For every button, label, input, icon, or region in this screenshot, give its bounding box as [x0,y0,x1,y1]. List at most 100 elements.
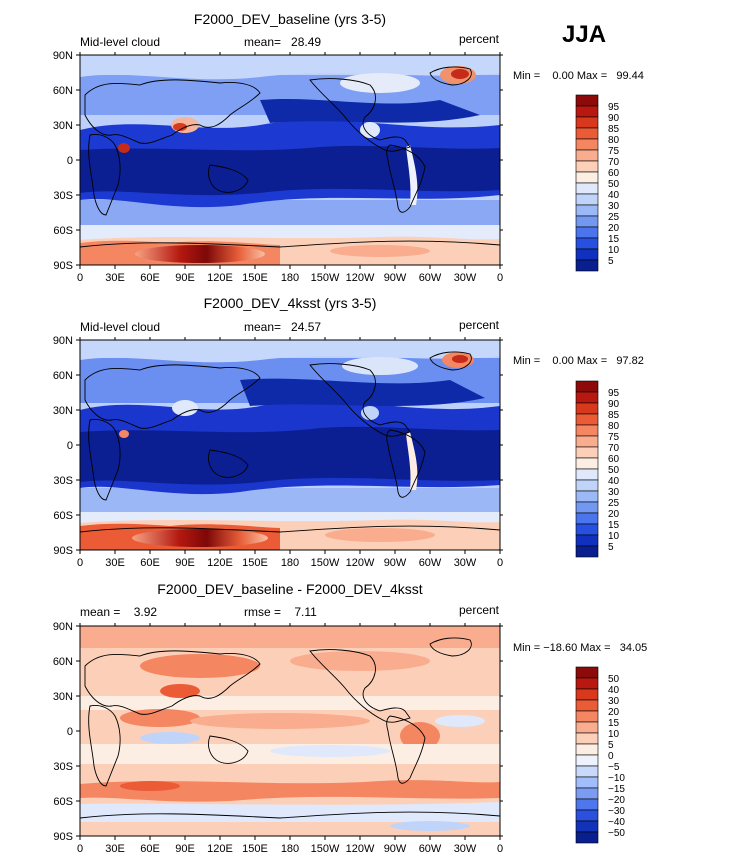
panel-3-x-tick-label: 150W [311,843,340,855]
panel-3-colorbar-label: −40 [608,817,625,828]
panel-3-x-tick-label: 0 [497,843,503,855]
panel-2-y-tick-label: 0 [67,440,73,452]
panel-1-colorbar-segment [575,259,599,272]
panel-3-x-tick-label: 60E [140,843,160,855]
panel-2-colorbar-segment [575,534,599,547]
panel-3-y-tick-label: 0 [67,726,73,738]
panel-3-colorbar-label: −15 [608,784,625,795]
panel-2-colorbar-segment [575,380,599,393]
panel-1-colorbar-segment [575,204,599,217]
panel-3-colorbar-segment [575,820,599,833]
panel-1-colorbar-segment [575,160,599,173]
panel-3-colorbar-segment [575,765,599,778]
panel-1-y-tick-label: 60S [53,225,73,237]
panel-1-title: F2000_DEV_baseline (yrs 3-5) [194,11,386,27]
panel-2-colorbar-label: 10 [608,531,620,542]
panel-1-x-tick-label: 120E [207,272,233,284]
panel-3-y-tick-label: 60S [53,796,73,808]
panel-1-y-tick-label: 0 [67,155,73,167]
panel-3-map [80,626,500,836]
season-label: JJA [562,21,606,48]
panel-2-y-tick-label: 90N [53,335,73,347]
panel-3-y-tick-label: 30S [53,761,73,773]
panel-2-colorbar-segment [575,512,599,525]
panel-2-colorbar-label: 80 [608,421,620,432]
panel-2-x-tick-label: 150E [242,557,268,569]
panel-1-x-tick-label: 120W [346,272,375,284]
panel-1-x-tick-label: 0 [497,272,503,284]
panel-3-mean: mean = 3.92 [80,605,157,619]
panel-3-colorbar-label: −50 [608,828,625,839]
panel-3-colorbar-segment [575,688,599,701]
panel-3-colorbar-label: −10 [608,773,625,784]
panel-1-colorbar-label: 70 [608,157,620,168]
panel-2-colorbar-segment [575,545,599,558]
panel-3-colorbar-segment [575,754,599,767]
panel-3-colorbar-segment [575,809,599,822]
panel-3-y-tick-label: 90N [53,621,73,633]
panel-1-colorbar-label: 5 [608,256,614,267]
panel-1-colorbar-label: 85 [608,124,620,135]
panel-3-colorbar-label: 40 [608,685,620,696]
panel-1-x-tick-label: 180 [281,272,299,284]
panel-2-colorbar-label: 60 [608,454,620,465]
panel-1-colorbar-segment [575,248,599,261]
panel-1-colorbar-label: 20 [608,223,620,234]
panel-2-x-tick-label: 180 [281,557,299,569]
panel-2-colorbar-label: 30 [608,487,620,498]
panel-1-units: percent [459,32,500,46]
panel-1-colorbar-segment [575,182,599,195]
panel-2-x-tick-label: 30E [105,557,125,569]
panel-3-y-tick-label: 90S [53,831,73,843]
panel-2-x-tick-label: 90W [384,557,407,569]
panel-2-y-tick-label: 30S [53,475,73,487]
panel-3-colorbar-segment [575,776,599,789]
panel-3-colorbar-segment [575,787,599,800]
panel-1-variable-label: Mid-level cloud [80,35,160,49]
panel-1-x-tick-label: 90E [175,272,195,284]
panel-1-y-tick-label: 90S [53,260,73,272]
panel-3-y-tick-label: 60N [53,656,73,668]
panel-3-title: F2000_DEV_baseline - F2000_DEV_4ksst [157,581,422,597]
panel-3-x-tick-label: 0 [77,843,83,855]
panel-2-x-tick-label: 90E [175,557,195,569]
panel-3-x-tick-label: 120E [207,843,233,855]
panel-1-x-tick-label: 150W [311,272,340,284]
panel-2-x-tick-label: 0 [77,557,83,569]
panel-3-colorbar-label: −20 [608,795,625,806]
panel-1-colorbar-label: 75 [608,146,620,157]
panel-1-colorbar-segment [575,138,599,151]
panel-2-colorbar-label: 50 [608,465,620,476]
panel-1-colorbar-segment [575,94,599,107]
panel-3-units: percent [459,603,500,617]
panel-2-colorbar-label: 95 [608,388,620,399]
panel-3-colorbar-segment [575,710,599,723]
panel-3-colorbar-label: 30 [608,696,620,707]
panel-2-x-tick-label: 120W [346,557,375,569]
panel-2-colorbar-segment [575,479,599,492]
panel-1-y-tick-label: 30S [53,190,73,202]
axes-and-colorbars: 0 30E 60E 90E 120E 150E 180 150W 120W 90W 60W 30W 09… [53,50,626,855]
panel-3-x-tick-label: 180 [281,843,299,855]
panel-3-colorbar-label: 10 [608,729,620,740]
panel-1-colorbar-label: 25 [608,212,620,223]
panel-3-colorbar-segment [575,721,599,734]
panel-2-x-tick-label: 60W [419,557,442,569]
panel-2-colorbar-label: 25 [608,498,620,509]
panel-2-y-tick-label: 60N [53,370,73,382]
panel-1-colorbar-segment [575,237,599,250]
panel-1-colorbar-label: 50 [608,179,620,190]
panel-3-colorbar-segment [575,732,599,745]
panel-1-colorbar-label: 30 [608,201,620,212]
panel-2-colorbar-segment [575,435,599,448]
panel-2-colorbar-label: 5 [608,542,614,553]
panel-1-colorbar-label: 10 [608,245,620,256]
panel-3-colorbar-segment [575,699,599,712]
panel-2-colorbar-label: 90 [608,399,620,410]
panel-2-colorbar-segment [575,413,599,426]
panel-2-x-tick-label: 120E [207,557,233,569]
panel-2-mean: mean= 24.57 [244,320,321,334]
panel-3-colorbar-segment [575,798,599,811]
panel-3-x-tick-label: 30W [454,843,477,855]
